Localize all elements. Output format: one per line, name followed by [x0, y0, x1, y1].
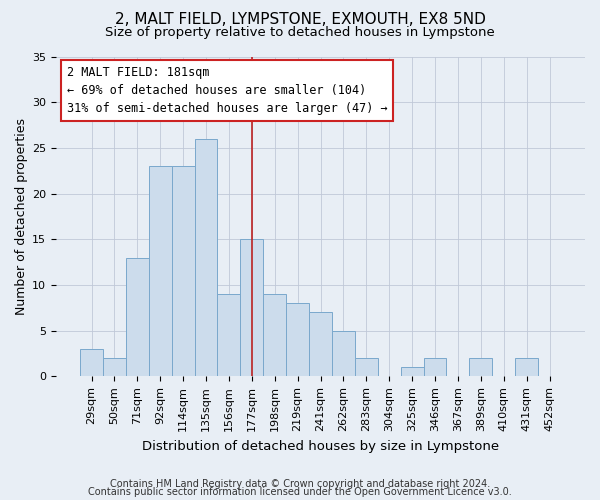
Bar	[149, 166, 172, 376]
Bar	[103, 358, 126, 376]
Bar	[515, 358, 538, 376]
Bar	[80, 349, 103, 376]
X-axis label: Distribution of detached houses by size in Lympstone: Distribution of detached houses by size …	[142, 440, 499, 452]
Bar	[332, 330, 355, 376]
Bar	[286, 304, 309, 376]
Text: Size of property relative to detached houses in Lympstone: Size of property relative to detached ho…	[105, 26, 495, 39]
Bar	[401, 368, 424, 376]
Bar	[355, 358, 378, 376]
Bar	[194, 139, 217, 376]
Bar	[241, 240, 263, 376]
Bar	[172, 166, 194, 376]
Bar	[469, 358, 492, 376]
Text: 2, MALT FIELD, LYMPSTONE, EXMOUTH, EX8 5ND: 2, MALT FIELD, LYMPSTONE, EXMOUTH, EX8 5…	[115, 12, 485, 28]
Text: Contains HM Land Registry data © Crown copyright and database right 2024.: Contains HM Land Registry data © Crown c…	[110, 479, 490, 489]
Bar	[126, 258, 149, 376]
Text: 2 MALT FIELD: 181sqm
← 69% of detached houses are smaller (104)
31% of semi-deta: 2 MALT FIELD: 181sqm ← 69% of detached h…	[67, 66, 387, 115]
Bar	[217, 294, 241, 376]
Bar	[309, 312, 332, 376]
Bar	[263, 294, 286, 376]
Bar	[424, 358, 446, 376]
Text: Contains public sector information licensed under the Open Government Licence v3: Contains public sector information licen…	[88, 487, 512, 497]
Y-axis label: Number of detached properties: Number of detached properties	[15, 118, 28, 315]
